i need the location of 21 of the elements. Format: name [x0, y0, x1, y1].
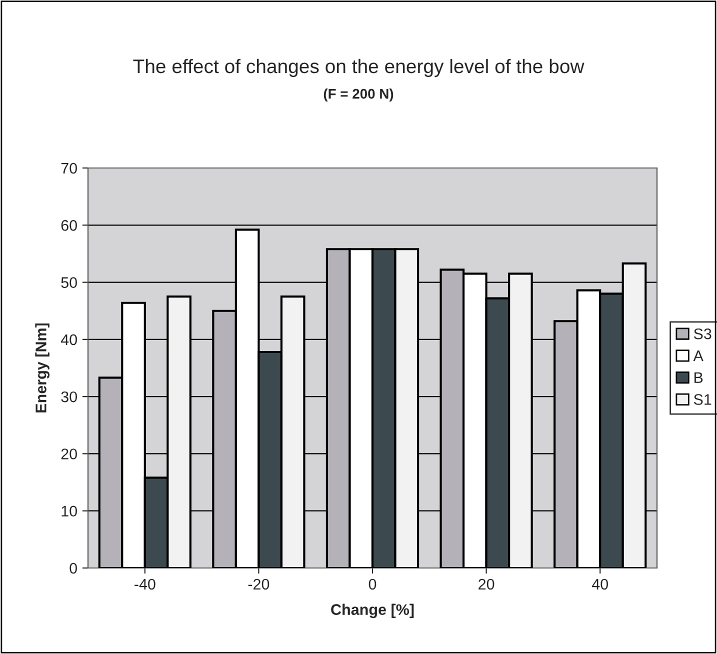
legend-label: A — [693, 350, 704, 362]
y-axis-title: Energy [Nm] — [35, 323, 50, 412]
y-tick-label: 50 — [61, 277, 77, 288]
x-tick-label: -20 — [248, 578, 270, 590]
legend-label: S1 — [694, 394, 712, 405]
x-tick-label: 0 — [368, 578, 376, 590]
x-tick-label: 40 — [592, 578, 608, 590]
chart-subtitle: (F = 200 N) — [324, 88, 394, 102]
chart-title: The effect of changes on the energy level of the bow — [133, 58, 584, 78]
y-tick-label: 70 — [61, 162, 77, 174]
y-tick-label: 60 — [61, 220, 77, 231]
legend-label: B — [694, 372, 703, 383]
y-tick-label: 40 — [60, 334, 77, 346]
y-tick-label: 30 — [61, 391, 77, 402]
x-tick-label: 20 — [478, 578, 494, 590]
y-tick-label: 0 — [70, 562, 77, 574]
y-tick-label: 20 — [61, 448, 77, 460]
legend-label: S3 — [694, 328, 712, 340]
x-tick-label: -40 — [134, 578, 156, 590]
x-axis-title: Change [%] — [331, 604, 414, 618]
y-tick-label: 10 — [62, 506, 77, 517]
